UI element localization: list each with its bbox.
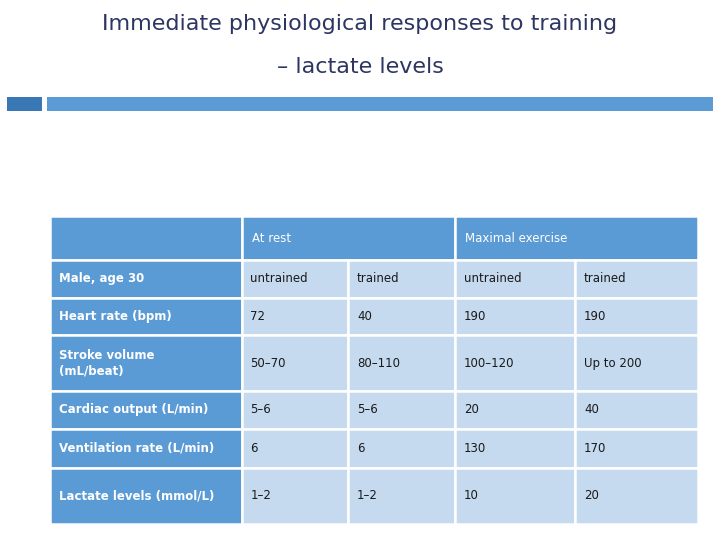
Bar <box>348 335 455 391</box>
Text: Lactate levels (mmol/L): Lactate levels (mmol/L) <box>59 489 215 502</box>
Bar <box>575 429 698 468</box>
Text: Cardiac output (L/min): Cardiac output (L/min) <box>59 403 208 416</box>
Text: Up to 200: Up to 200 <box>584 356 642 369</box>
Text: 1–2: 1–2 <box>357 489 378 502</box>
Text: 50–70: 50–70 <box>251 356 286 369</box>
Bar <box>455 429 575 468</box>
Bar <box>50 429 241 468</box>
Text: untrained: untrained <box>251 272 308 286</box>
Bar <box>241 335 348 391</box>
Bar <box>455 298 575 335</box>
Text: 10: 10 <box>464 489 479 502</box>
Bar <box>47 97 713 111</box>
Text: trained: trained <box>357 272 400 286</box>
Text: – lactate levels: – lactate levels <box>276 57 444 77</box>
Bar <box>50 391 241 429</box>
Bar <box>7 97 42 111</box>
Bar <box>241 429 348 468</box>
Text: trained: trained <box>584 272 626 286</box>
Bar <box>455 260 575 298</box>
Bar <box>241 260 348 298</box>
Bar <box>348 391 455 429</box>
Bar <box>241 468 348 524</box>
Bar <box>50 260 241 298</box>
Text: 190: 190 <box>464 310 487 323</box>
Bar <box>575 298 698 335</box>
Text: 6: 6 <box>251 442 258 455</box>
Text: 100–120: 100–120 <box>464 356 515 369</box>
Text: 72: 72 <box>251 310 265 323</box>
Text: Stroke volume
(mL/beat): Stroke volume (mL/beat) <box>59 349 155 377</box>
Text: 1–2: 1–2 <box>251 489 271 502</box>
Text: 5–6: 5–6 <box>251 403 271 416</box>
Text: Ventilation rate (L/min): Ventilation rate (L/min) <box>59 442 215 455</box>
Text: 40: 40 <box>357 310 372 323</box>
Bar <box>348 298 455 335</box>
Text: 40: 40 <box>584 403 599 416</box>
Text: Male, age 30: Male, age 30 <box>59 272 144 286</box>
Text: 130: 130 <box>464 442 486 455</box>
Bar <box>50 468 241 524</box>
Bar <box>575 335 698 391</box>
Bar <box>348 260 455 298</box>
Text: Maximal exercise: Maximal exercise <box>465 232 568 245</box>
Bar <box>575 260 698 298</box>
Bar <box>455 335 575 391</box>
Text: Heart rate (bpm): Heart rate (bpm) <box>59 310 172 323</box>
Text: 6: 6 <box>357 442 364 455</box>
Text: At rest: At rest <box>252 232 291 245</box>
Text: 80–110: 80–110 <box>357 356 400 369</box>
Bar <box>455 216 698 260</box>
Bar <box>348 468 455 524</box>
Text: Immediate physiological responses to training: Immediate physiological responses to tra… <box>102 14 618 33</box>
Bar <box>50 216 241 260</box>
Bar <box>575 468 698 524</box>
Text: 170: 170 <box>584 442 606 455</box>
Bar <box>50 335 241 391</box>
Bar <box>455 391 575 429</box>
Bar <box>348 429 455 468</box>
Bar <box>241 391 348 429</box>
Bar <box>455 468 575 524</box>
Text: 20: 20 <box>584 489 599 502</box>
Bar <box>575 391 698 429</box>
Bar <box>241 216 455 260</box>
Bar <box>241 298 348 335</box>
Text: 190: 190 <box>584 310 606 323</box>
Bar <box>50 298 241 335</box>
Text: 5–6: 5–6 <box>357 403 378 416</box>
Text: untrained: untrained <box>464 272 522 286</box>
Text: 20: 20 <box>464 403 479 416</box>
